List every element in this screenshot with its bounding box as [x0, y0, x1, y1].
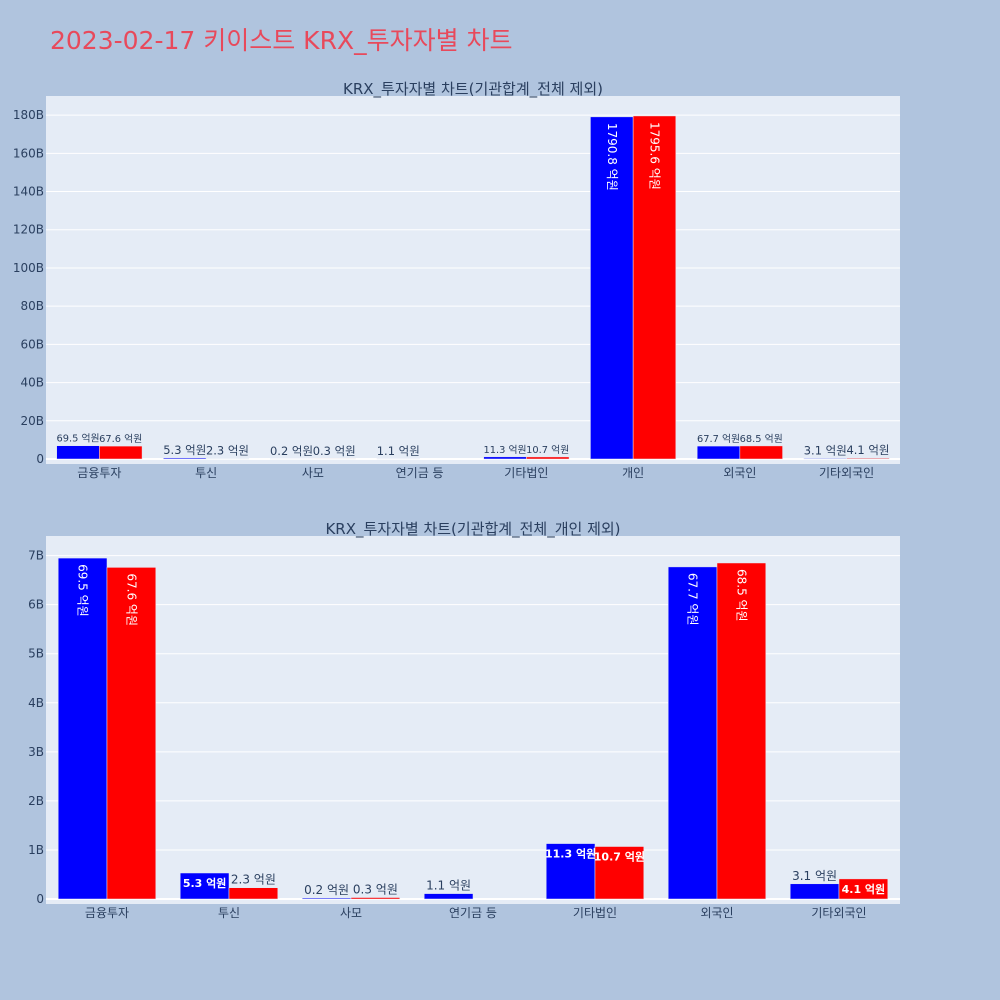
y-tick-label: 4B — [28, 696, 44, 710]
bar — [57, 557, 108, 900]
x-tick-label: 사모 — [340, 906, 362, 920]
data-label: 67.6 억원 — [99, 433, 142, 445]
x-tick-label: 외국인 — [723, 466, 756, 480]
data-label: 5.3 억원 — [183, 876, 227, 890]
data-label: 68.5 억원 — [734, 569, 748, 622]
data-label: 5.3 억원 — [163, 443, 206, 457]
data-label: 0.3 억원 — [353, 883, 398, 897]
bar — [632, 115, 677, 460]
bar — [590, 116, 634, 460]
y-tick-label: 80B — [20, 299, 44, 313]
data-label: 1.1 억원 — [426, 879, 471, 893]
x-tick-label: 기타외국인 — [819, 466, 874, 480]
bar — [594, 846, 645, 900]
bar — [228, 887, 279, 900]
bar — [696, 445, 741, 460]
y-tick-label: 1B — [28, 843, 44, 857]
x-tick-label: 기타외국인 — [811, 906, 866, 920]
y-tick-label: 140B — [13, 185, 44, 199]
data-label: 68.5 억원 — [740, 433, 783, 445]
data-label: 11.3 억원 — [483, 444, 526, 456]
x-tick-label: 개인 — [622, 466, 644, 480]
y-tick-label: 180B — [13, 108, 44, 122]
data-label: 10.7 억원 — [594, 850, 645, 864]
data-label: 0.3 억원 — [313, 444, 356, 458]
data-label: 2.3 억원 — [231, 873, 276, 887]
bar — [789, 883, 840, 900]
x-tick-label: 기타법인 — [504, 466, 548, 480]
x-tick-label: 연기금 등 — [449, 906, 497, 920]
bar — [667, 566, 718, 900]
bar — [350, 897, 401, 900]
x-tick-label: 금융투자 — [77, 466, 121, 480]
data-label: 2.3 억원 — [206, 444, 249, 458]
chart-title: KRX_투자자별 차트(기관합계_전체 제외) — [343, 80, 603, 99]
data-label: 1795.6 억원 — [647, 122, 661, 190]
chart-title: KRX_투자자별 차트(기관합계_전체_개인 제외) — [325, 520, 620, 539]
bar — [739, 445, 783, 460]
plot-area — [46, 536, 900, 904]
plot-area — [46, 96, 900, 464]
x-tick-label: 금융투자 — [85, 906, 129, 920]
bar — [526, 456, 570, 460]
bar — [99, 445, 143, 460]
x-tick-label: 연기금 등 — [396, 466, 444, 480]
bar — [423, 893, 474, 900]
y-tick-label: 120B — [13, 223, 44, 237]
bar — [106, 567, 157, 900]
bar — [545, 843, 596, 900]
bar — [846, 457, 890, 460]
data-label: 67.7 억원 — [697, 433, 740, 445]
y-tick-label: 40B — [20, 376, 44, 390]
y-tick-label: 0 — [36, 892, 44, 906]
bar — [838, 878, 889, 900]
data-label: 1790.8 억원 — [605, 123, 619, 191]
data-label: 69.5 억원 — [56, 433, 99, 445]
data-label: 11.3 억원 — [545, 847, 596, 861]
data-label: 0.2 억원 — [270, 444, 313, 458]
bar — [163, 457, 207, 460]
data-label: 67.6 억원 — [124, 573, 138, 626]
x-tick-label: 기타법인 — [573, 906, 617, 920]
page-title: 2023-02-17 키이스트 KRX_투자자별 차트 — [50, 26, 513, 55]
data-label: 4.1 억원 — [842, 882, 886, 896]
bar — [301, 897, 352, 900]
y-tick-label: 3B — [28, 745, 44, 759]
bar — [56, 445, 100, 460]
y-tick-label: 160B — [13, 146, 44, 160]
y-tick-label: 7B — [28, 549, 44, 563]
bar — [803, 458, 847, 460]
bar — [483, 456, 527, 460]
data-label: 1.1 억원 — [377, 444, 420, 458]
x-tick-label: 사모 — [302, 466, 324, 480]
data-label: 67.7 억원 — [686, 573, 700, 626]
data-label: 69.5 억원 — [76, 564, 90, 617]
bar — [179, 872, 230, 900]
y-tick-label: 6B — [28, 598, 44, 612]
data-label: 4.1 억원 — [846, 443, 889, 457]
x-tick-label: 외국인 — [700, 906, 733, 920]
bar — [716, 562, 767, 900]
y-tick-label: 60B — [20, 337, 44, 351]
y-tick-label: 100B — [13, 261, 44, 275]
data-label: 0.2 억원 — [304, 883, 349, 897]
data-label: 3.1 억원 — [792, 869, 837, 883]
data-label: 10.7 억원 — [526, 444, 569, 456]
x-tick-label: 투신 — [218, 906, 240, 920]
y-tick-label: 20B — [20, 414, 44, 428]
y-tick-label: 5B — [28, 647, 44, 661]
data-label: 3.1 억원 — [804, 443, 847, 457]
x-tick-label: 투신 — [195, 466, 217, 480]
y-tick-label: 2B — [28, 794, 44, 808]
y-tick-label: 0 — [36, 452, 44, 466]
